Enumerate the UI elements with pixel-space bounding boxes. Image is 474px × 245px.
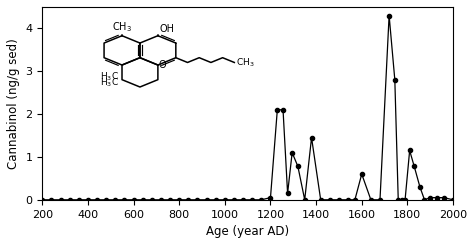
Text: H$_3$C: H$_3$C [100,70,119,83]
Text: CH$_3$: CH$_3$ [236,56,255,69]
Text: H$_3$C: H$_3$C [100,77,119,89]
Text: OH: OH [160,24,175,35]
Text: O: O [159,60,166,70]
Text: CH$_3$: CH$_3$ [112,21,132,35]
Y-axis label: Cannabinol (ng/g sed): Cannabinol (ng/g sed) [7,38,20,169]
X-axis label: Age (year AD): Age (year AD) [206,225,289,238]
